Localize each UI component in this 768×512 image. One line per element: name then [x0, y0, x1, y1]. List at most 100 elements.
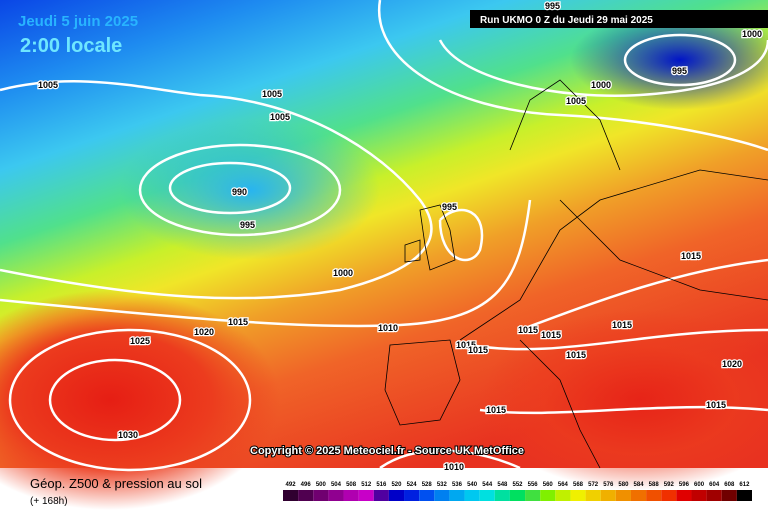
colorbar-label: 608 [724, 482, 735, 488]
colorbar-label: 536 [452, 482, 463, 488]
isobar-label: 995 [240, 220, 255, 230]
colorbar-label: 576 [603, 482, 614, 488]
footer-title: Géop. Z500 & pression au sol [30, 476, 202, 491]
colorbar-label: 544 [482, 482, 493, 488]
colorbar-label: 588 [649, 482, 660, 488]
isobar-label: 1030 [118, 430, 138, 440]
colorbar-swatch [479, 490, 495, 501]
colorbar-swatch [736, 490, 752, 501]
colorbar-swatch [525, 490, 541, 501]
isobar-label: 1010 [378, 323, 398, 333]
isobar-label: 995 [672, 66, 687, 76]
colorbar-label: 604 [709, 482, 720, 488]
warm-area [480, 310, 768, 490]
colorbar-swatch [600, 490, 616, 501]
colorbar-swatch [706, 490, 722, 501]
colorbar-swatch [464, 490, 480, 501]
isobar-label: 1000 [591, 80, 611, 90]
coastlines [384, 79, 768, 469]
isobar-label: 1005 [38, 80, 58, 90]
isobar-label: 1005 [270, 112, 290, 122]
colorbar-swatch [570, 490, 586, 501]
colorbar-swatch [509, 490, 526, 501]
colorbar-swatch [419, 490, 435, 501]
colorbar-swatch [343, 490, 359, 501]
isobar-label: 1015 [541, 330, 561, 340]
isobar-label: 1015 [228, 317, 248, 327]
colorbar-swatch [646, 490, 662, 501]
isobar-label: 1015 [456, 340, 476, 350]
colorbar-swatch [313, 490, 329, 501]
colorbar-swatch [283, 490, 299, 501]
isobar-label: 990 [232, 187, 247, 197]
run: Run UKMO 0 Z du Jeudi 29 mai 2025 [480, 15, 653, 26]
colorbar-label: 528 [422, 482, 433, 488]
colorbar-swatch [630, 490, 647, 501]
colorbar-label: 496 [301, 482, 312, 488]
colorbar-swatch [721, 490, 737, 501]
colorbar-label: 560 [543, 482, 554, 488]
colorbar-label: 584 [634, 482, 645, 488]
colorbar-swatch [358, 490, 374, 501]
time: 2:00 locale [20, 35, 122, 57]
deep-low [570, 10, 768, 110]
date: Jeudi 5 juin 2025 [18, 13, 138, 30]
isobar-label-group: 1005 1005 1005 990 995 995 1000 1010 1015 1020 102… [37, 0, 764, 473]
isobar-label: 1005 [262, 89, 282, 99]
colorbar-label: 540 [467, 482, 478, 488]
isobar-label: 1020 [722, 359, 742, 369]
isobars [0, 0, 768, 470]
colorbar-swatch [691, 490, 707, 501]
colorbar-swatch [661, 490, 677, 501]
colorbar-swatch [676, 490, 692, 501]
high-area [0, 290, 280, 510]
isobar-label: 995 [442, 202, 457, 212]
colorbar: 492 496 500 504 508 512 516 520 524 528 532 536 540 5… [283, 482, 752, 501]
colorbar-swatch [494, 490, 510, 501]
isobar-label: 1015 [518, 325, 538, 335]
colorbar-label: 612 [739, 482, 750, 488]
colorbar-swatch [328, 490, 344, 501]
low-area [120, 120, 380, 260]
colorbar-label: 596 [679, 482, 690, 488]
colorbar-label: 552 [512, 482, 523, 488]
colorbar-label: 504 [331, 482, 342, 488]
colorbar-swatch [615, 490, 631, 501]
colorbar-label: 520 [391, 482, 402, 488]
colorbar-label: 580 [618, 482, 629, 488]
colorbar-swatch [404, 490, 420, 501]
isobar-label: 1015 [468, 345, 488, 355]
colorbar-swatch [555, 490, 571, 501]
colorbar-label: 532 [437, 482, 448, 488]
copyright: Copyright © 2025 Meteociel.fr - Source U… [250, 445, 524, 457]
isobar-label: 1025 [130, 336, 150, 346]
colorbar-label: 568 [573, 482, 584, 488]
isobar-label: 1015 [706, 400, 726, 410]
isobar-label: 1015 [681, 251, 701, 261]
isobar-label: 1015 [486, 405, 506, 415]
colorbar-label: 556 [528, 482, 539, 488]
colorbar-swatch [434, 490, 450, 501]
isobar-label: 1015 [612, 320, 632, 330]
colorbar-label: 572 [588, 482, 599, 488]
colorbar-swatch [373, 490, 389, 501]
colorbar-swatch [540, 490, 556, 501]
colorbar-label: 600 [694, 482, 705, 488]
isobar-label: 1010 [444, 462, 464, 472]
isobar-label: 1000 [742, 29, 762, 39]
colorbar-swatch [449, 490, 465, 501]
colorbar-label: 564 [558, 482, 569, 488]
colorbar-label: 524 [407, 482, 418, 488]
isobar-label: 1020 [194, 327, 214, 337]
run-box [470, 10, 768, 28]
colorbar-label: 512 [361, 482, 372, 488]
colorbar-label: 500 [316, 482, 327, 488]
footer-lead: (+ 168h) [30, 496, 68, 507]
isobar-label: 1000 [333, 268, 353, 278]
isobar-label: 995 [545, 1, 560, 11]
colorbar-label: 508 [346, 482, 357, 488]
colorbar-label: 548 [497, 482, 508, 488]
colorbar-label: 516 [376, 482, 387, 488]
